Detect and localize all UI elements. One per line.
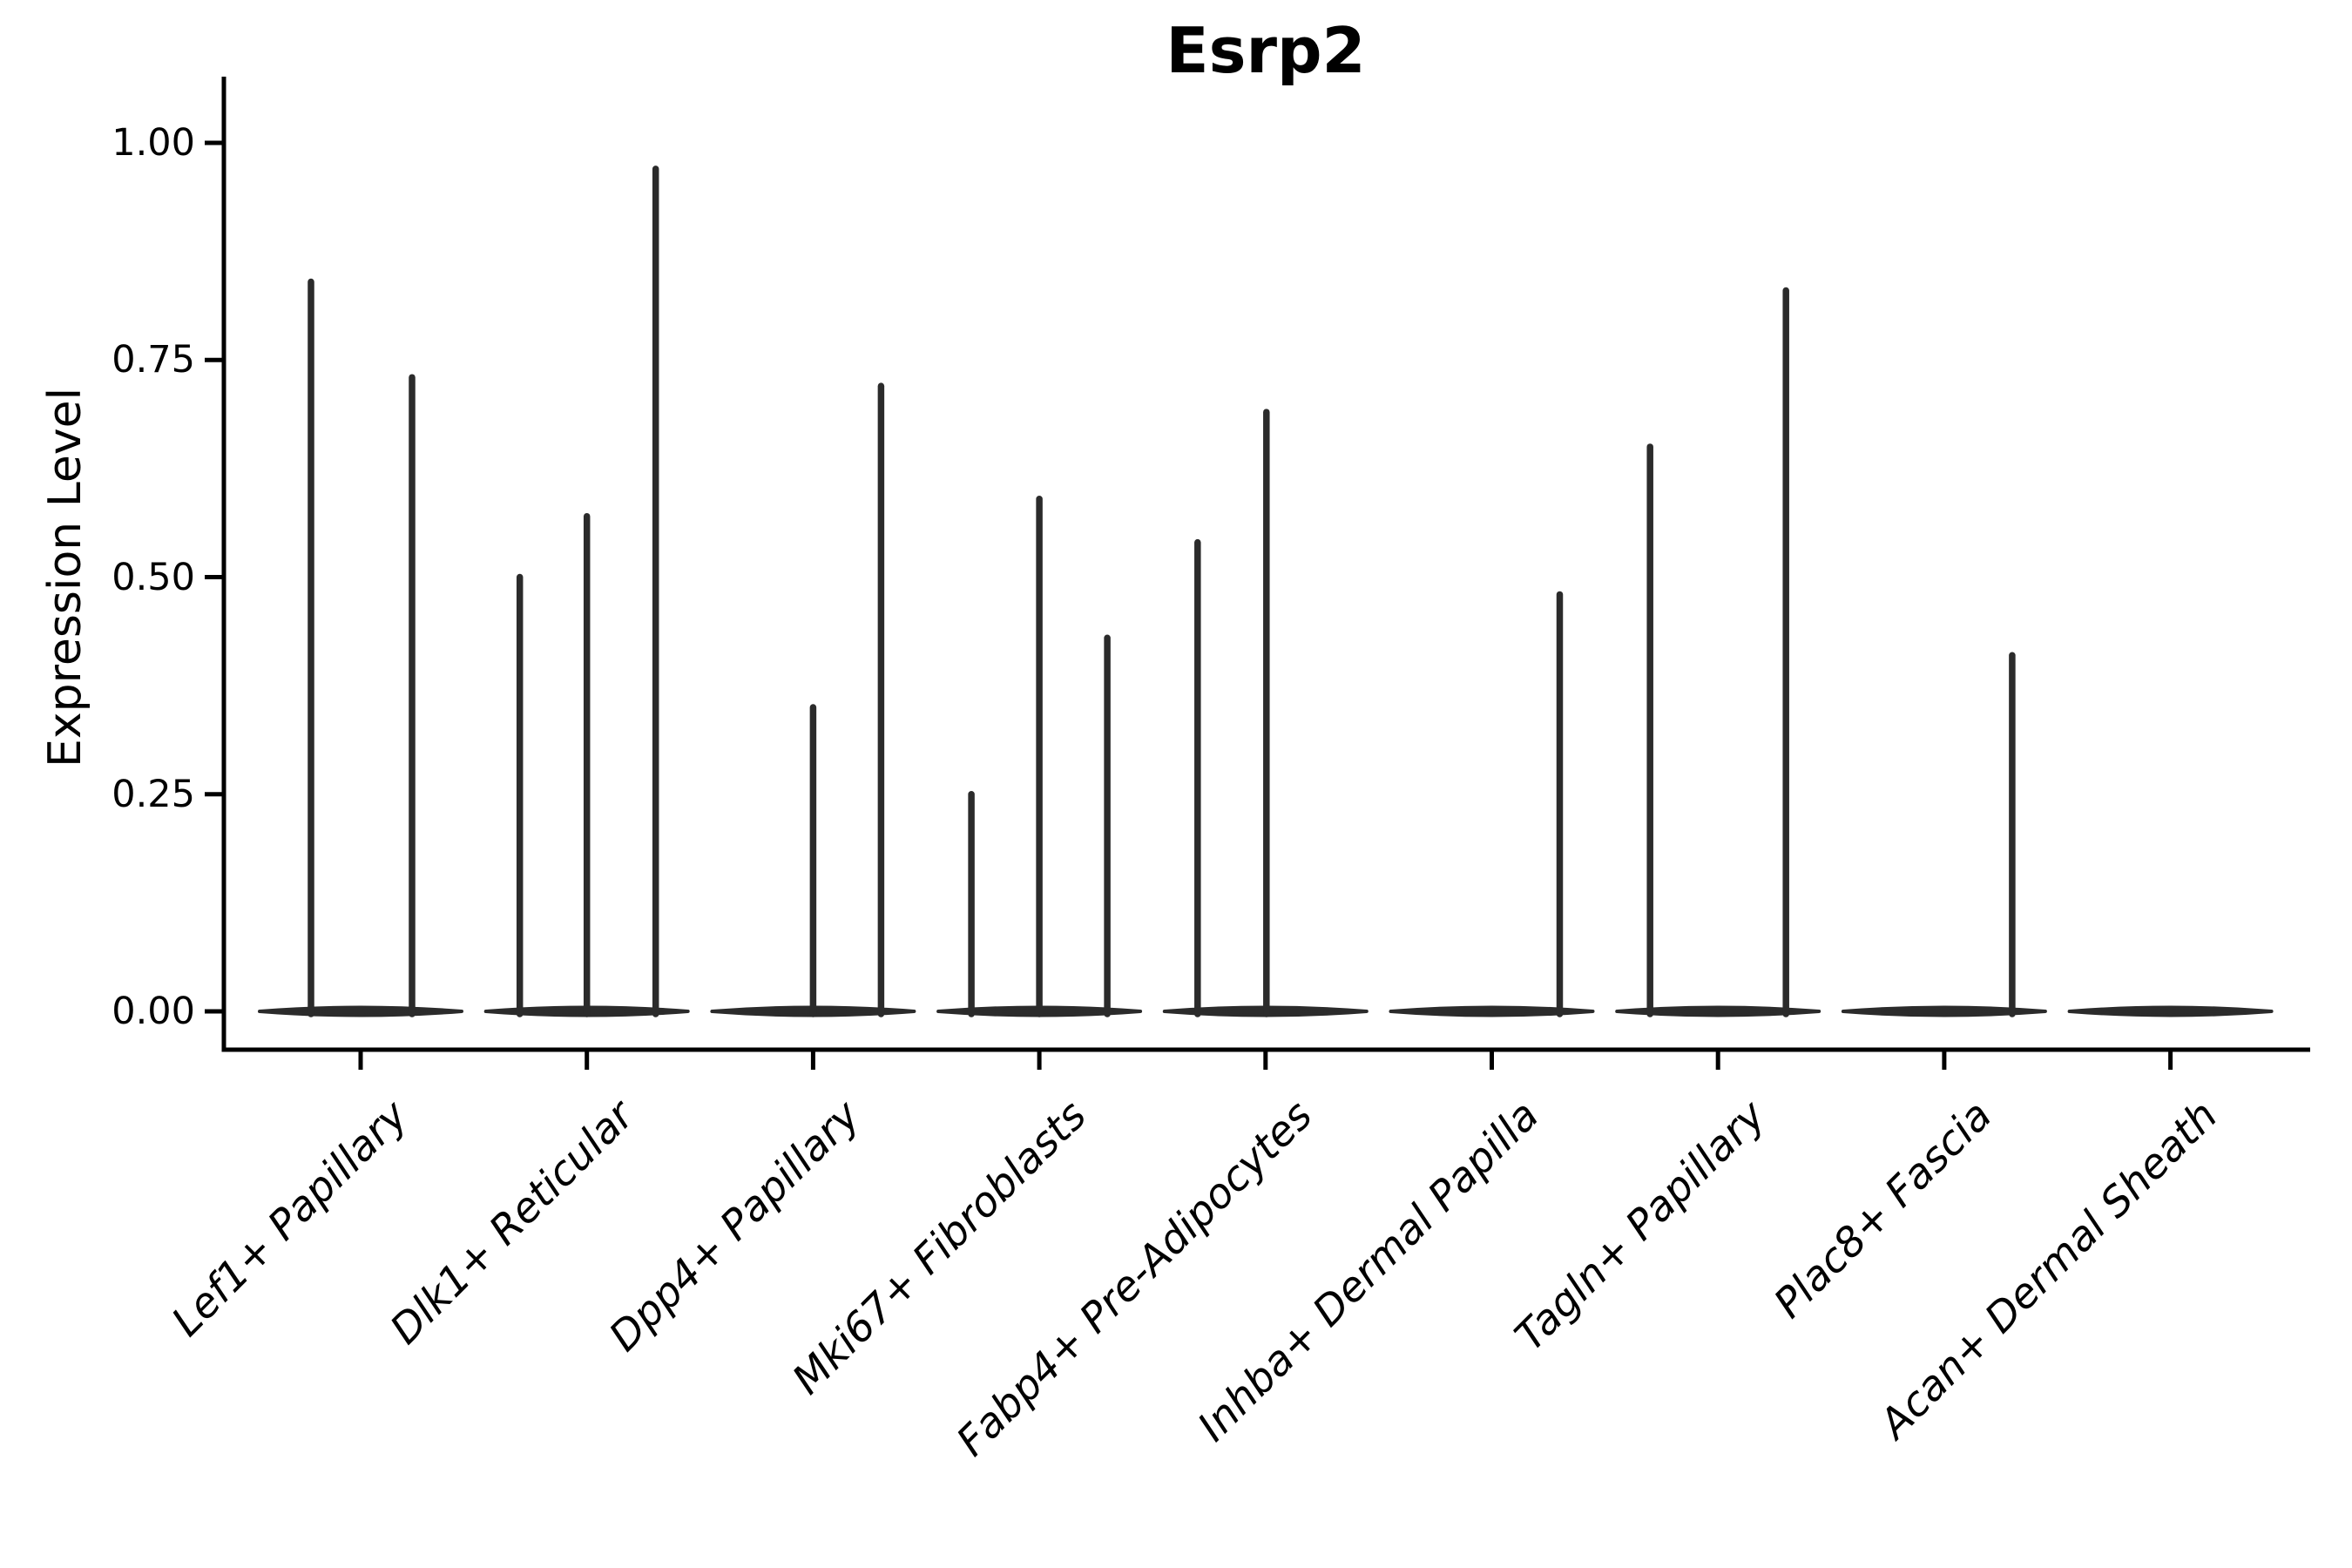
y-tick-label: 0.25 [112,772,195,816]
y-tick-label: 0.75 [112,338,195,382]
y-tick-label: 1.00 [112,121,195,165]
chart-title: Esrp2 [1166,14,1366,87]
y-tick-label: 0.00 [112,990,195,1033]
violin-body [258,1005,463,1017]
violin-body [2067,1005,2274,1017]
violin-body [1389,1005,1595,1017]
y-tick-label: 0.50 [112,555,195,599]
violin-body [1841,1005,2047,1017]
violin-body [1615,1005,1821,1017]
